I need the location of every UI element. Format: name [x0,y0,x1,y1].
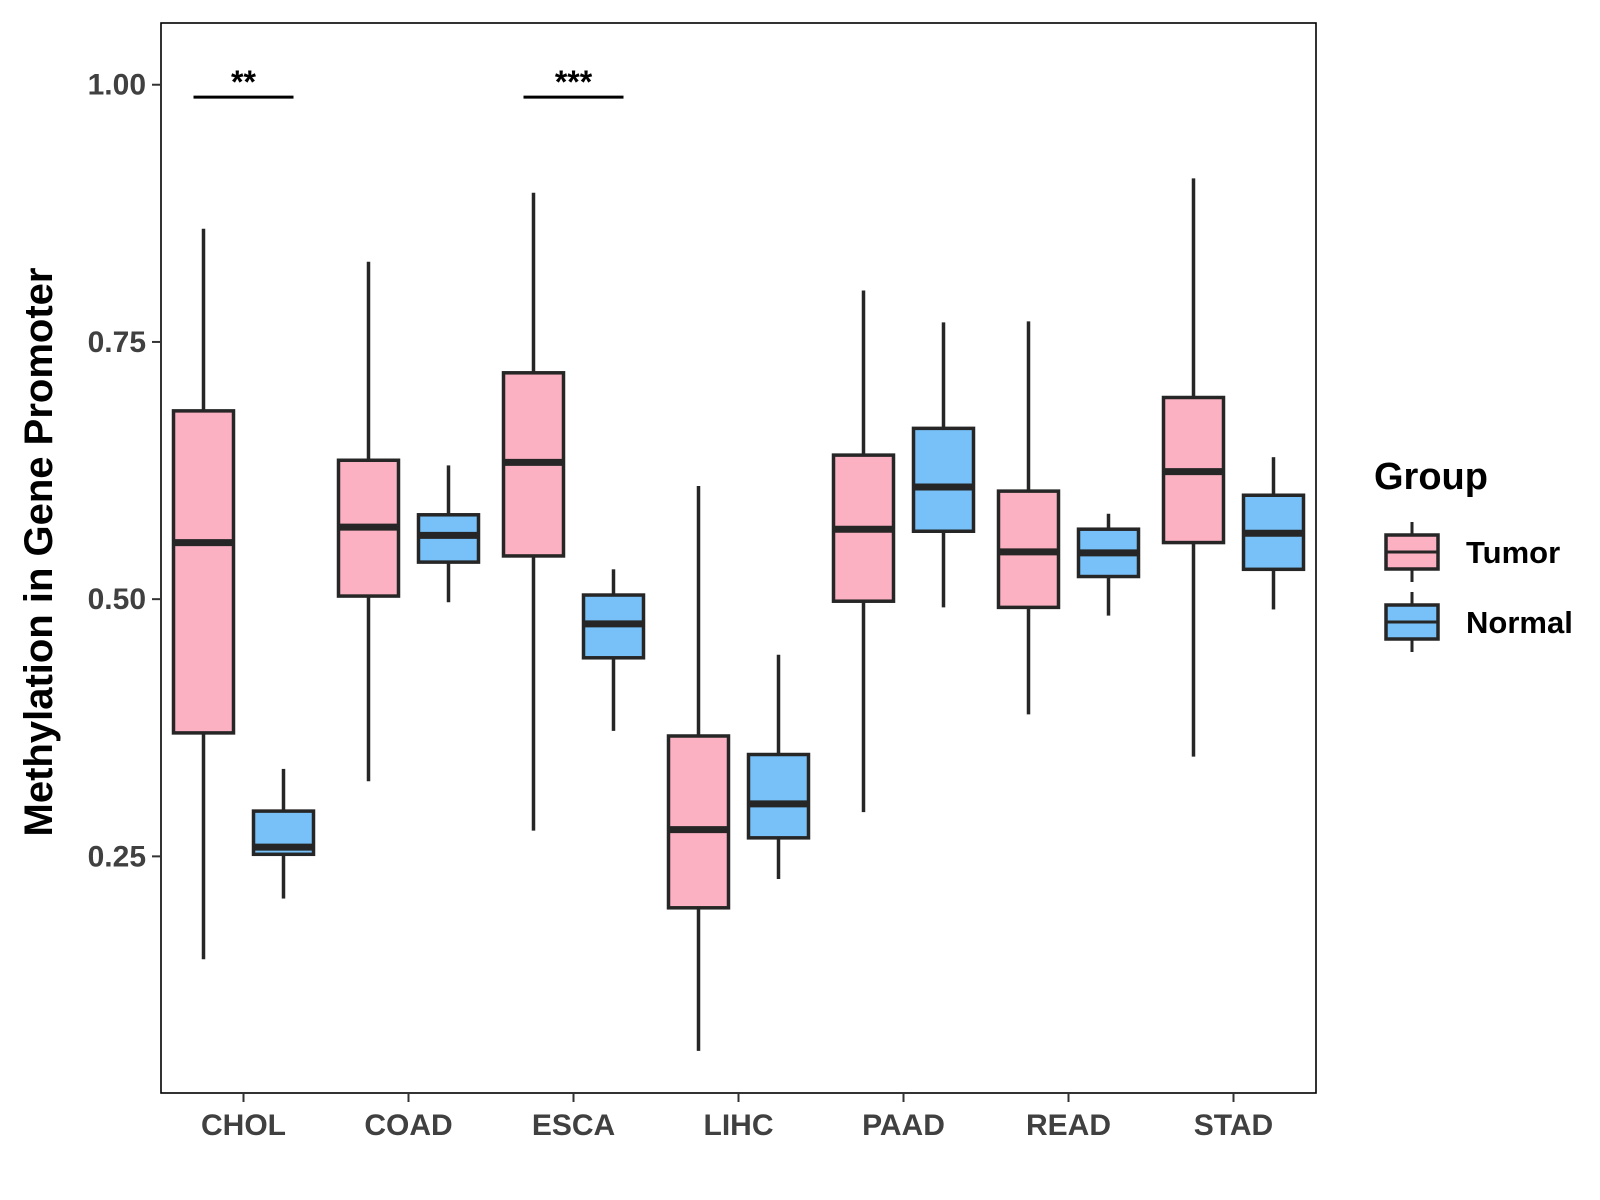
box-normal-stad [1241,457,1306,610]
box-normal-paad [911,322,976,608]
y-tick-label: 0.75 [88,326,146,359]
box-normal-chol [251,768,316,899]
box-body [171,409,236,735]
x-tick-label: READ [1026,1109,1111,1142]
legend-item-normal: Normal [1384,592,1573,652]
x-tick-label: STAD [1194,1109,1273,1142]
legend-label: Normal [1466,605,1573,640]
y-axis-title: Methylation in Gene Promoter [17,268,61,837]
legend: Group Tumor Normal [1374,456,1573,652]
box-tumor-coad [336,261,401,782]
significance-label: *** [555,64,593,100]
box-tumor-paad [831,290,896,813]
box-normal-coad [416,465,481,603]
x-tick-label: LIHC [704,1109,774,1142]
y-axis: 0.25 0.50 0.75 1.00 [88,69,161,873]
box-tumor-stad [1161,178,1226,757]
significance-label: ** [231,64,256,100]
box-body [666,734,731,910]
x-tick-label: COAD [364,1109,452,1142]
y-tick-label: 0.25 [88,840,146,873]
box-tumor-esca [501,192,566,831]
box-normal-lihc [746,654,811,879]
legend-label: Tumor [1466,535,1560,570]
panel-border [160,22,1317,1094]
box-tumor-lihc [666,485,731,1051]
box-normal-read [1076,513,1141,616]
x-tick-label: PAAD [862,1109,945,1142]
legend-item-tumor: Tumor [1384,522,1560,582]
box-tumor-chol [171,228,236,960]
box-normal-esca [581,569,646,731]
x-tick-label: ESCA [532,1109,615,1142]
box-body [746,752,811,840]
plot-area: ** *** [160,22,1317,1094]
y-tick-label: 0.50 [88,583,146,616]
box-tumor-read [996,321,1061,715]
x-tick-label: CHOL [201,1109,286,1142]
x-axis: CHOL COAD ESCA LIHC PAAD READ STAD [201,1093,1273,1142]
legend-title: Group [1374,456,1488,498]
y-tick-label: 1.00 [88,69,146,102]
box-body [911,426,976,533]
